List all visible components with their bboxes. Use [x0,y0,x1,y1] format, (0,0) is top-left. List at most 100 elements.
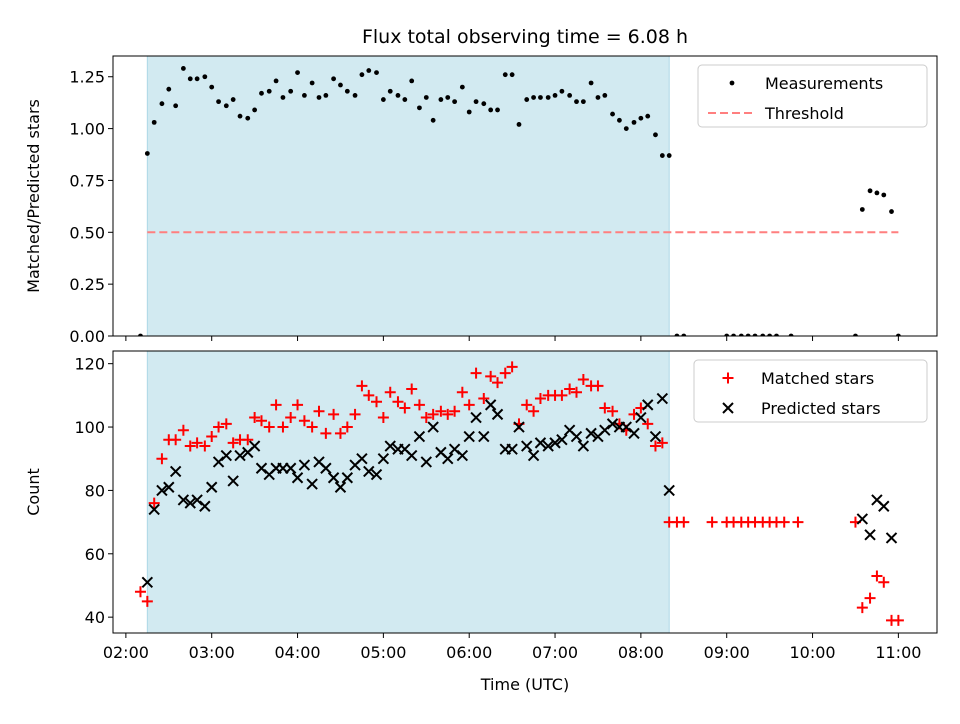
plot-area [134,361,904,626]
predicted-star-point [585,427,597,440]
measurement-point [309,80,315,86]
measurement-point [138,333,143,336]
matched-star-point [528,405,540,417]
matched-star-point [334,427,346,439]
measurement-point [216,99,221,105]
predicted-star-point [384,440,396,452]
matched-star-point [556,389,568,401]
predicted-star-point [405,449,418,462]
matched-star-point [277,421,289,433]
predicted-star-point [327,472,340,484]
measurement-point [666,153,672,158]
matched-star-point [177,424,189,436]
measurement-point [545,95,551,100]
series-matched-stars [134,361,904,626]
measurement-point [316,95,322,100]
x-tick-label: 06:00 [446,643,492,662]
matched-star-point [534,393,546,405]
predicted-star-point [506,443,518,455]
matched-star-point [170,434,182,446]
measurement-point [187,76,193,82]
measurement-point [288,88,294,94]
top-panel: 0.00 0.25 0.50 0.75 1.00 1.25 Matched/Predicte… [24,55,938,346]
measurement-point [767,333,773,336]
matched-star-point [399,402,411,414]
matched-star-point [449,405,461,417]
measurement-point [166,86,172,92]
matched-star-point [270,399,282,411]
predicted-star-point [878,500,890,512]
matched-star-point [656,437,668,449]
matched-star-point [607,405,619,417]
matched-star-point [349,408,361,420]
x-tick-label: 11:00 [875,643,921,662]
measurement-point [509,72,515,78]
predicted-star-point [513,421,525,433]
matched-star-point [792,516,804,528]
y-tick-label: 60 [85,545,105,564]
matched-star-point [778,516,790,528]
y-axis-label: Matched/Predicted stars [24,99,43,293]
x-axis-label: Time (UTC) [480,675,569,694]
measurement-point [895,333,901,336]
measurement-point [409,78,415,84]
x-tick-label: 09:00 [704,643,750,662]
measurement-point [731,333,736,336]
measurement-point [144,151,150,156]
y-tick-label: 0.75 [69,171,105,190]
legend-label: Predicted stars [761,399,881,418]
measurement-point [623,126,629,131]
measurement-point [459,84,465,90]
predicted-star-point [663,484,675,497]
matched-star-point [599,402,611,414]
measurement-point [853,333,858,336]
measurement-point [889,209,894,214]
predicted-star-point [334,481,347,493]
matched-star-point [227,437,239,449]
matched-star-point [156,453,168,465]
measurement-point [881,192,887,198]
measurement-point [423,95,429,100]
measurement-point [374,70,379,75]
measurement-point [481,101,487,107]
predicted-star-point [163,481,175,493]
predicted-star-point [491,408,504,421]
measurement-point [638,115,644,121]
matched-star-point [592,380,604,392]
predicted-star-point [413,430,426,443]
predicted-star-point [628,427,640,440]
measurement-point [774,333,779,336]
measurement-point [445,95,451,100]
measurement-point [452,99,458,105]
measurement-point [602,93,608,98]
matched-star-point [206,431,218,443]
matched-star-point [642,418,654,430]
measurement-point [280,95,286,100]
matched-star-point [649,440,661,452]
measurement-point [645,113,651,119]
measurement-point [344,88,350,94]
predicted-star-point [549,437,561,449]
matched-star-point [249,412,261,424]
measurement-point [352,93,358,98]
measurement-point [574,99,579,105]
matched-star-point [456,386,468,398]
matched-star-point [392,396,404,408]
matched-star-point [313,405,325,417]
matched-star-point [406,383,418,395]
matched-star-point [871,570,883,582]
y-tick-label: 120 [74,355,105,374]
y-tick-label: 1.00 [69,120,105,139]
measurement-point [173,103,179,109]
predicted-star-point [556,434,568,446]
y-axis-label: Count [24,468,43,516]
predicted-star-point [370,468,383,481]
matched-star-point [285,412,297,424]
predicted-star-point [356,453,368,465]
matched-star-point [506,361,518,373]
measurement-point [738,333,744,336]
legend-label: Matched stars [761,369,874,388]
predicted-star-point [220,449,233,462]
matched-star-point [377,412,389,424]
matched-star-point [485,370,497,382]
